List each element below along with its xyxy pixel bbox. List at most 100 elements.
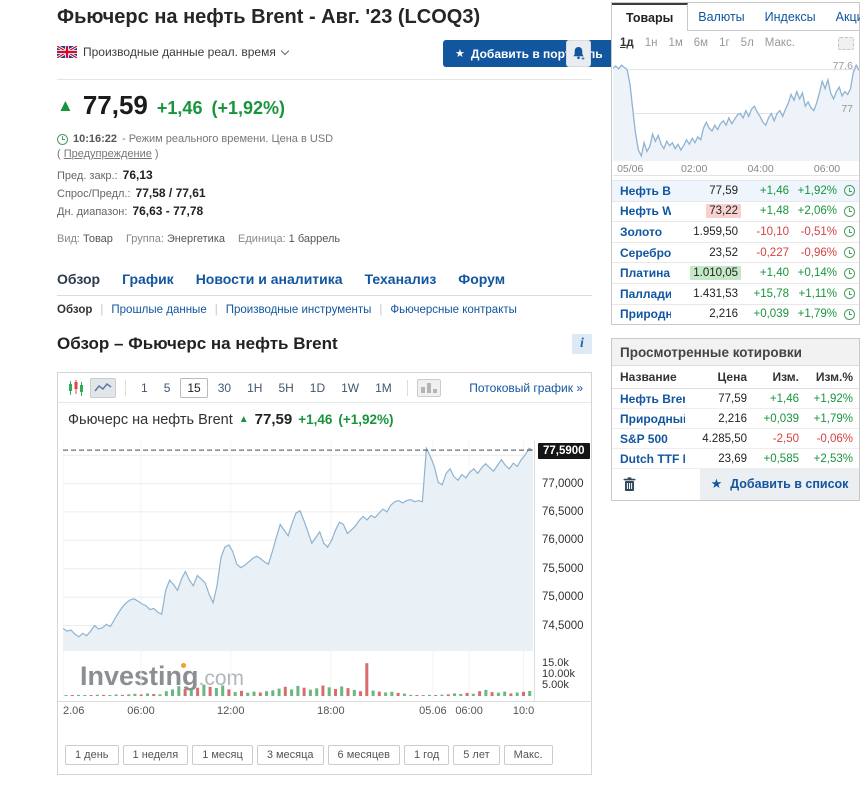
- quote-time-note: - Режим реального времени. Цена в USD: [122, 133, 334, 145]
- instrument-link[interactable]: Серебро: [620, 245, 671, 260]
- timeframe-1w[interactable]: 1W: [341, 380, 360, 395]
- instrument-price: 4.285,50: [702, 432, 747, 445]
- instrument-link[interactable]: Dutch TTF Natural...: [620, 451, 685, 466]
- mini-tf-1m[interactable]: 1м: [668, 37, 683, 49]
- realtime-clock-icon: [837, 288, 855, 300]
- range-1day[interactable]: 1 день: [65, 745, 119, 765]
- mini-tf-1d[interactable]: 1д: [620, 37, 634, 49]
- instrument-link[interactable]: Нефть Brent: [620, 391, 685, 406]
- range-6months[interactable]: 6 месяцев: [327, 745, 400, 765]
- subtab-overview[interactable]: Обзор: [57, 304, 93, 316]
- instrument-change-percent: +1,92%: [797, 184, 837, 197]
- list-item: S&P 500 4.285,50 -2,50 -0,06%: [612, 429, 859, 449]
- instrument-price: 73,22: [671, 204, 741, 219]
- range-1week[interactable]: 1 неделя: [122, 745, 189, 765]
- x-tick-label: 18:00: [317, 705, 345, 717]
- data-source-dropdown[interactable]: Производные данные реал. время: [57, 45, 290, 59]
- instrument-link[interactable]: Золото: [620, 224, 663, 239]
- detail-value: 77,58 / 77,61: [135, 186, 206, 200]
- table-row: Нефть Brent 77,59 +1,46 +1,92%: [612, 180, 859, 201]
- mini-tf-max[interactable]: Макс.: [764, 37, 795, 49]
- instrument-link[interactable]: Нефть WTI: [620, 204, 671, 219]
- mini-x-axis-labels: 05/06 02:00 04:00 06:00: [613, 163, 859, 176]
- range-5years[interactable]: 5 лет: [453, 745, 500, 765]
- table-row: Палладий 1.431,53 +15,78 +1,11%: [612, 282, 859, 304]
- mini-tf-1y[interactable]: 1г: [719, 37, 730, 49]
- x-tick-label: 04:00: [747, 163, 774, 175]
- x-tick-label: 10:0: [512, 705, 535, 717]
- chart-change-percent: (+1,92%): [338, 412, 394, 427]
- tab-indices[interactable]: Индексы: [764, 9, 816, 24]
- alert-bell-button[interactable]: +: [566, 40, 591, 67]
- instrument-price: 77,59: [718, 392, 747, 405]
- tab-overview[interactable]: Обзор: [57, 271, 101, 287]
- chart-snapshot-button[interactable]: [416, 378, 441, 397]
- y-tick-label: 74,5000: [542, 620, 584, 632]
- detail-row: Пред. закр.: 76,13: [57, 168, 206, 182]
- mini-chart-snapshot-icon[interactable]: [838, 36, 854, 50]
- instrument-price: 23,69: [718, 452, 747, 465]
- price-up-arrow-icon: ▲: [57, 95, 74, 115]
- subtab-contracts[interactable]: Фьючерсные контракты: [390, 304, 517, 316]
- warning-link[interactable]: Предупреждение: [63, 148, 152, 160]
- info-icon[interactable]: i: [572, 334, 592, 354]
- range-1month[interactable]: 1 месяц: [192, 745, 253, 765]
- subtab-historical[interactable]: Прошлые данные: [111, 304, 207, 316]
- chart-toolbar: 1 5 15 30 1H 5H 1D 1W 1M Потоковый графи…: [58, 373, 591, 403]
- instrument-price: 2,216: [671, 308, 741, 320]
- instrument-price: 77,59: [671, 185, 741, 197]
- add-to-watchlist-label: Добавить в список: [730, 477, 849, 491]
- instrument-change-percent: -0,06%: [816, 432, 853, 445]
- timeframe-15[interactable]: 15: [180, 377, 208, 398]
- chart-title: Фьючерс на нефть Brent: [68, 412, 233, 428]
- clear-watchlist-button[interactable]: [612, 468, 646, 500]
- watchlist-widget: Просмотренные котировки Название Цена Из…: [611, 338, 860, 501]
- range-3months[interactable]: 3 месяца: [256, 745, 324, 765]
- range-buttons: 1 день 1 неделя 1 месяц 3 месяца 6 месяц…: [65, 745, 553, 765]
- timeframe-1m[interactable]: 1M: [375, 380, 392, 395]
- tab-news[interactable]: Новости и аналитика: [195, 271, 343, 287]
- instrument-change-percent: +2,06%: [797, 205, 837, 218]
- chart-title-row: Фьючерс на нефть Brent ▲ 77,59 +1,46 (+1…: [68, 411, 394, 428]
- timeframe-1h[interactable]: 1H: [247, 380, 263, 395]
- timeframe-5h[interactable]: 5H: [278, 380, 294, 395]
- tab-stocks[interactable]: Акции: [835, 9, 860, 24]
- line-chart-button[interactable]: [90, 377, 116, 398]
- timeframe-1[interactable]: 1: [141, 380, 148, 395]
- instrument-price: 1.959,50: [671, 226, 741, 238]
- instrument-change: +0,585: [763, 452, 800, 465]
- instrument-price: 1.010,05: [671, 266, 741, 281]
- mini-tf-1w[interactable]: 1н: [644, 37, 658, 49]
- instrument-change-percent: +1,92%: [813, 392, 853, 405]
- timeframe-5[interactable]: 5: [163, 380, 171, 395]
- candlestick-chart-button[interactable]: [66, 378, 86, 398]
- instrument-link[interactable]: Палладий: [620, 286, 671, 301]
- tab-forum[interactable]: Форум: [458, 271, 506, 287]
- chart-up-arrow-icon: ▲: [238, 414, 249, 425]
- realtime-clock-icon: [837, 185, 855, 197]
- streaming-chart-link[interactable]: Потоковый график »: [469, 380, 583, 395]
- watchlist-title: Просмотренные котировки: [612, 339, 859, 366]
- timeframe-1d[interactable]: 1D: [309, 380, 326, 395]
- instrument-link[interactable]: Платина: [620, 266, 671, 281]
- tab-technical[interactable]: Теханализ: [364, 271, 437, 287]
- trash-icon: [623, 476, 635, 491]
- instrument-link[interactable]: Природный газ: [620, 411, 685, 426]
- add-to-watchlist-button[interactable]: ★ Добавить в список: [700, 468, 859, 500]
- mini-tf-5y[interactable]: 5л: [740, 37, 754, 49]
- range-1year[interactable]: 1 год: [404, 745, 450, 765]
- instrument-link[interactable]: S&P 500: [620, 431, 668, 446]
- tab-commodities[interactable]: Товары: [612, 3, 689, 31]
- column-change: Изм.: [772, 370, 799, 384]
- commodities-table: Нефть Brent 77,59 +1,46 +1,92% Нефть WTI…: [612, 180, 859, 324]
- mini-tf-6m[interactable]: 6м: [693, 37, 709, 49]
- subtab-derivatives[interactable]: Производные инструменты: [225, 304, 372, 316]
- instrument-link[interactable]: Нефть Brent: [620, 183, 671, 198]
- range-max[interactable]: Макс.: [503, 745, 553, 765]
- tab-chart[interactable]: График: [122, 271, 174, 287]
- timeframe-30[interactable]: 30: [217, 380, 232, 395]
- realtime-clock-icon: [837, 226, 855, 238]
- tab-currencies[interactable]: Валюты: [698, 9, 745, 24]
- instrument-link[interactable]: Природный газ: [620, 307, 671, 322]
